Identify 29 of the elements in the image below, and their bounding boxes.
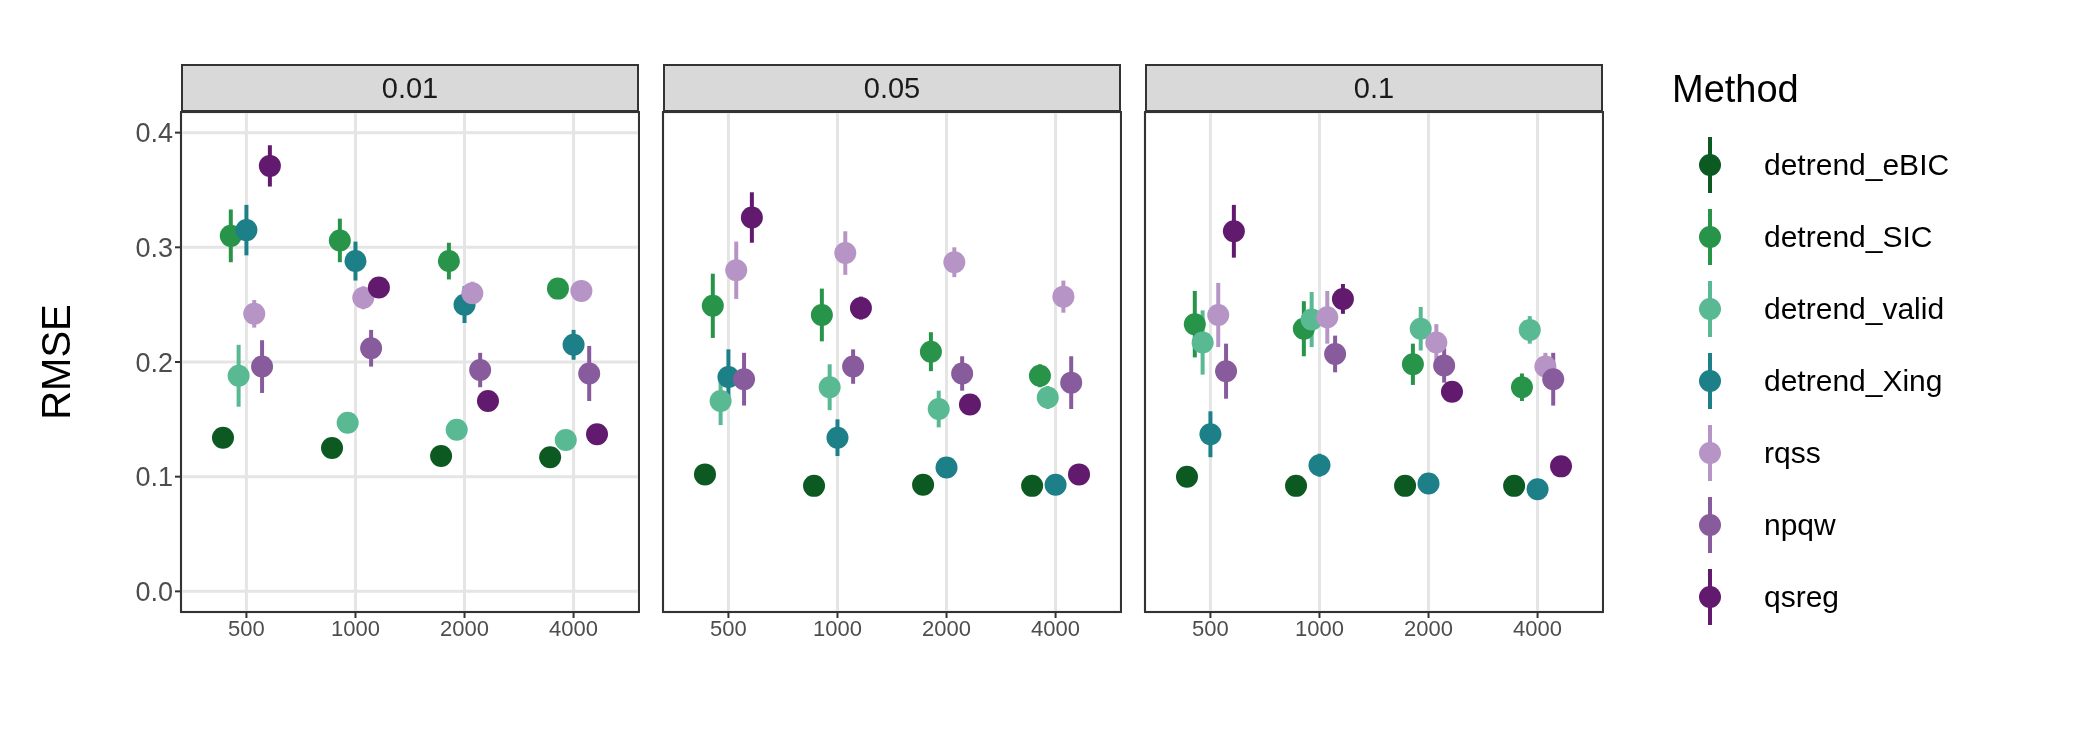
y-axis-title: RMSE (33, 304, 79, 420)
x-tick-label: 1000 (1295, 615, 1344, 641)
chart-title: 0.01 (381, 71, 439, 105)
legend-label: qsreg (1764, 580, 1840, 614)
x-tick-label: 2000 (1404, 615, 1453, 641)
y-tick-label: 0.3 (135, 232, 173, 263)
y-tick-label: 0.2 (135, 347, 173, 378)
y-tick-label: 0.0 (135, 576, 173, 607)
legend-label: detrend_eBIC (1764, 148, 1950, 182)
legend-label: detrend_Xing (1764, 364, 1943, 398)
x-tick-label: 500 (1192, 615, 1229, 641)
x-tick-label: 2000 (440, 615, 489, 641)
x-tick-label: 2000 (922, 615, 971, 641)
x-tick-label: 500 (710, 615, 747, 641)
x-tick-label: 4000 (549, 615, 599, 641)
legend-label: detrend_valid (1764, 292, 1945, 326)
x-tick-label: 4000 (1513, 615, 1563, 641)
legend-title: Method (1672, 68, 1800, 111)
x-tick-label: 500 (228, 615, 265, 641)
legend-label: detrend_SIC (1764, 220, 1933, 254)
y-tick-label: 0.4 (135, 118, 173, 149)
legend-label: npqw (1764, 508, 1836, 542)
y-tick-label: 0.1 (135, 462, 173, 493)
x-tick-label: 4000 (1031, 615, 1081, 641)
x-tick-label: 1000 (813, 615, 862, 641)
chart-title: 0.1 (1353, 71, 1395, 105)
x-tick-label: 1000 (331, 615, 380, 641)
chart-title: 0.05 (863, 71, 921, 105)
legend-label: rqss (1764, 436, 1821, 470)
